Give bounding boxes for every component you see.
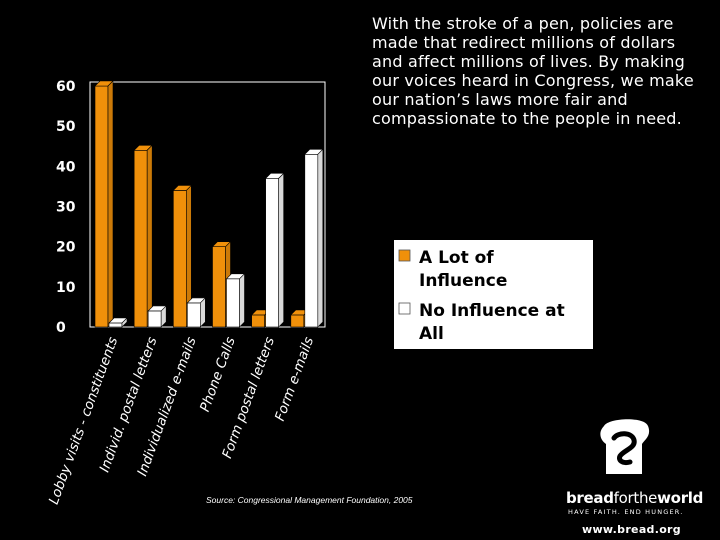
y-tick-label: 20 xyxy=(56,240,76,256)
y-tick-label: 0 xyxy=(56,320,66,336)
source-citation: Source: Congressional Management Foundat… xyxy=(206,495,413,505)
legend-label: No Influence at xyxy=(419,301,565,321)
bar-s1-c3 xyxy=(225,273,246,328)
legend-swatch xyxy=(398,302,411,315)
plot-area xyxy=(89,81,326,328)
y-tick-label: 60 xyxy=(56,79,76,95)
x-tick-label: Phone Calls xyxy=(197,335,239,414)
legend: A Lot of Influence No Influence at All xyxy=(394,240,593,349)
bar-s1-c2 xyxy=(186,297,207,328)
y-tick-label: 40 xyxy=(56,159,76,175)
logo-tagline: HAVE FAITH. END HUNGER. xyxy=(568,508,684,516)
legend-swatch xyxy=(398,249,411,262)
bread-loaf-icon xyxy=(600,419,650,474)
y-tick-label: 10 xyxy=(56,280,76,296)
x-tick-label: Lobby visits - constituents xyxy=(46,335,122,507)
bar-s0-c0 xyxy=(94,80,114,328)
bar-s1-c4 xyxy=(264,172,285,328)
y-tick-label: 50 xyxy=(56,119,76,135)
bar-s0-c1 xyxy=(133,144,153,328)
bar-s0-c2 xyxy=(172,184,193,328)
y-tick-label: 30 xyxy=(56,200,76,216)
bar-s1-c1 xyxy=(147,305,167,328)
bars xyxy=(94,80,324,328)
legend-label: A Lot of xyxy=(419,248,494,268)
legend-label: Influence xyxy=(419,271,507,291)
mission-quote: With the stroke of a pen, policies are m… xyxy=(372,14,694,128)
bar-s1-c0 xyxy=(108,317,128,328)
logo-url: www.bread.org xyxy=(582,523,681,536)
legend-label: All xyxy=(419,324,444,344)
logo-wordmark: breadfortheworld xyxy=(566,489,704,507)
bar-s1-c5 xyxy=(304,148,324,328)
y-axis: 0 10 20 30 40 50 60 xyxy=(56,79,76,336)
x-tick-label: Form e-mails xyxy=(272,335,317,423)
